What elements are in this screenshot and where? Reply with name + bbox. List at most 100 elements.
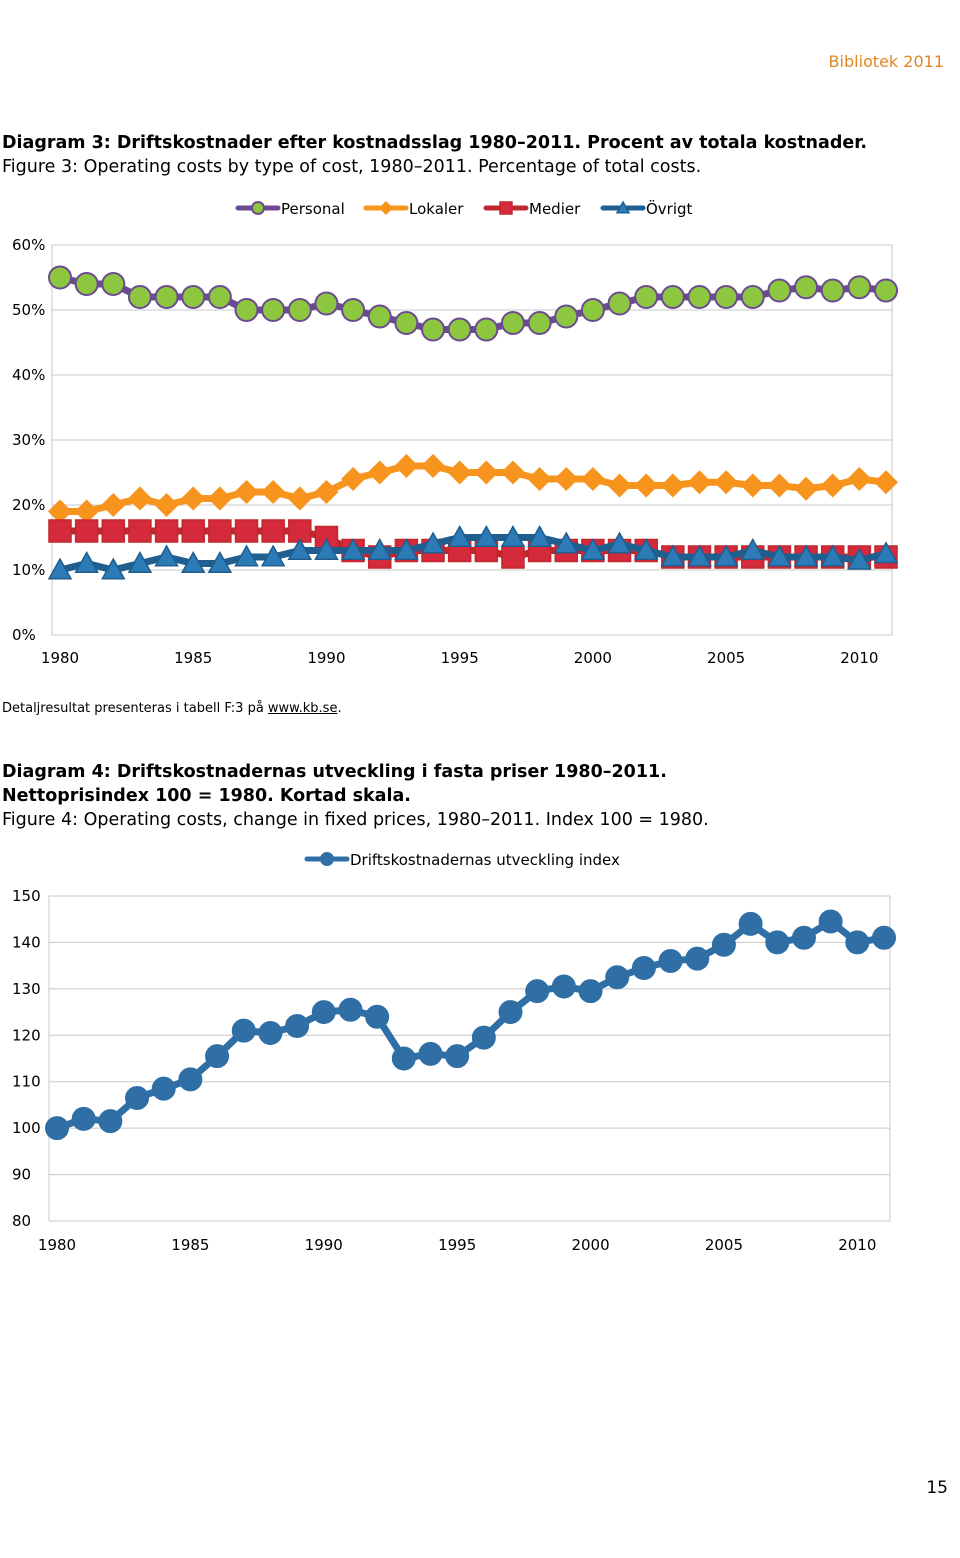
legend-marker bbox=[251, 201, 265, 215]
data-point bbox=[71, 1106, 96, 1131]
data-point bbox=[287, 298, 312, 322]
x-tick-label: 1980 bbox=[38, 1236, 76, 1254]
data-point bbox=[74, 550, 99, 574]
y-tick-label: 60% bbox=[12, 236, 45, 254]
data-point bbox=[660, 544, 686, 567]
y-tick-label: 0% bbox=[12, 626, 36, 644]
data-point bbox=[873, 541, 899, 564]
y-tick-label: 50% bbox=[12, 301, 45, 319]
data-point bbox=[340, 537, 366, 561]
data-point bbox=[367, 537, 393, 561]
y-tick-label: 90 bbox=[12, 1166, 31, 1184]
data-point bbox=[447, 460, 472, 485]
data-point bbox=[154, 492, 179, 518]
detail-suffix: . bbox=[337, 701, 342, 716]
data-point bbox=[127, 285, 152, 309]
data-point bbox=[820, 544, 845, 567]
x-tick-label: 1980 bbox=[41, 649, 79, 667]
data-point bbox=[738, 911, 763, 936]
data-point bbox=[445, 1044, 470, 1069]
data-point bbox=[180, 550, 206, 574]
data-point bbox=[714, 470, 739, 495]
data-point bbox=[580, 537, 606, 561]
data-point bbox=[740, 473, 765, 498]
data-point bbox=[633, 537, 659, 561]
data-point bbox=[261, 519, 285, 543]
data-point bbox=[687, 470, 712, 495]
data-point bbox=[181, 285, 206, 309]
data-point bbox=[713, 544, 739, 567]
detail-prefix: Detaljresultat presenteras i tabell F:3 … bbox=[2, 701, 268, 716]
data-point bbox=[767, 544, 792, 567]
y-tick-label: 30% bbox=[12, 431, 45, 449]
diagram4-title-line2: Nettoprisindex 100 = 1980. Kortad skala. bbox=[2, 786, 411, 806]
data-point bbox=[128, 519, 152, 543]
y-tick-label: 130 bbox=[12, 980, 41, 998]
x-tick-label: 2005 bbox=[707, 649, 745, 667]
data-point bbox=[553, 531, 579, 554]
data-point bbox=[607, 291, 632, 316]
data-point bbox=[287, 486, 312, 511]
x-tick-label: 2005 bbox=[705, 1236, 743, 1254]
kb-link[interactable]: www.kb.se bbox=[267, 701, 338, 716]
header-title: Bibliotek 2011 bbox=[828, 52, 944, 71]
data-point bbox=[631, 955, 656, 980]
data-point bbox=[151, 1076, 176, 1101]
data-point bbox=[847, 275, 872, 300]
data-point bbox=[101, 272, 126, 296]
y-tick-label: 140 bbox=[12, 933, 41, 951]
data-point bbox=[341, 466, 366, 492]
y-tick-label: 10% bbox=[12, 561, 45, 579]
data-point bbox=[207, 550, 233, 574]
data-point bbox=[527, 311, 552, 335]
data-point bbox=[154, 519, 179, 543]
data-point bbox=[418, 1041, 443, 1066]
data-point bbox=[181, 486, 206, 511]
legend-marker bbox=[615, 200, 631, 214]
data-point bbox=[820, 278, 845, 303]
data-point bbox=[208, 519, 232, 543]
data-point bbox=[48, 265, 72, 290]
data-point bbox=[341, 298, 366, 322]
data-point bbox=[314, 537, 339, 561]
data-point bbox=[791, 925, 816, 950]
data-point bbox=[794, 275, 819, 300]
data-point bbox=[74, 499, 99, 524]
x-tick-label: 1990 bbox=[307, 649, 345, 667]
data-point bbox=[234, 519, 259, 543]
x-tick-label: 2010 bbox=[838, 1236, 876, 1254]
data-point bbox=[74, 272, 99, 296]
data-point bbox=[711, 932, 736, 957]
data-point bbox=[580, 298, 605, 322]
data-point bbox=[687, 544, 712, 567]
data-point bbox=[634, 285, 659, 309]
data-point bbox=[818, 909, 843, 934]
legend-label: Driftskostnadernas utveckling index bbox=[350, 851, 620, 869]
data-point bbox=[551, 974, 576, 999]
data-point bbox=[127, 486, 152, 511]
data-point bbox=[794, 476, 819, 501]
x-tick-label: 1990 bbox=[305, 1236, 343, 1254]
data-point bbox=[845, 930, 870, 955]
data-point bbox=[101, 557, 126, 580]
y-tick-label: 40% bbox=[12, 366, 45, 384]
y-tick-label: 150 bbox=[12, 887, 41, 905]
data-point bbox=[500, 311, 525, 335]
data-point bbox=[447, 317, 472, 342]
data-point bbox=[793, 544, 819, 567]
data-point bbox=[605, 965, 630, 990]
data-point bbox=[314, 291, 339, 316]
x-tick-label: 2000 bbox=[571, 1236, 609, 1254]
data-point bbox=[474, 317, 499, 342]
data-point bbox=[178, 1067, 203, 1092]
data-point bbox=[847, 466, 872, 492]
legend-label: Personal bbox=[281, 200, 345, 218]
data-point bbox=[314, 479, 339, 505]
data-point bbox=[820, 473, 845, 498]
data-point bbox=[501, 545, 525, 569]
y-tick-label: 120 bbox=[12, 1026, 41, 1044]
diagram4-title: Diagram 4: Driftskostnadernas utveckling… bbox=[2, 762, 667, 782]
data-point bbox=[474, 460, 499, 485]
data-point bbox=[740, 537, 766, 561]
data-point bbox=[98, 1109, 123, 1134]
